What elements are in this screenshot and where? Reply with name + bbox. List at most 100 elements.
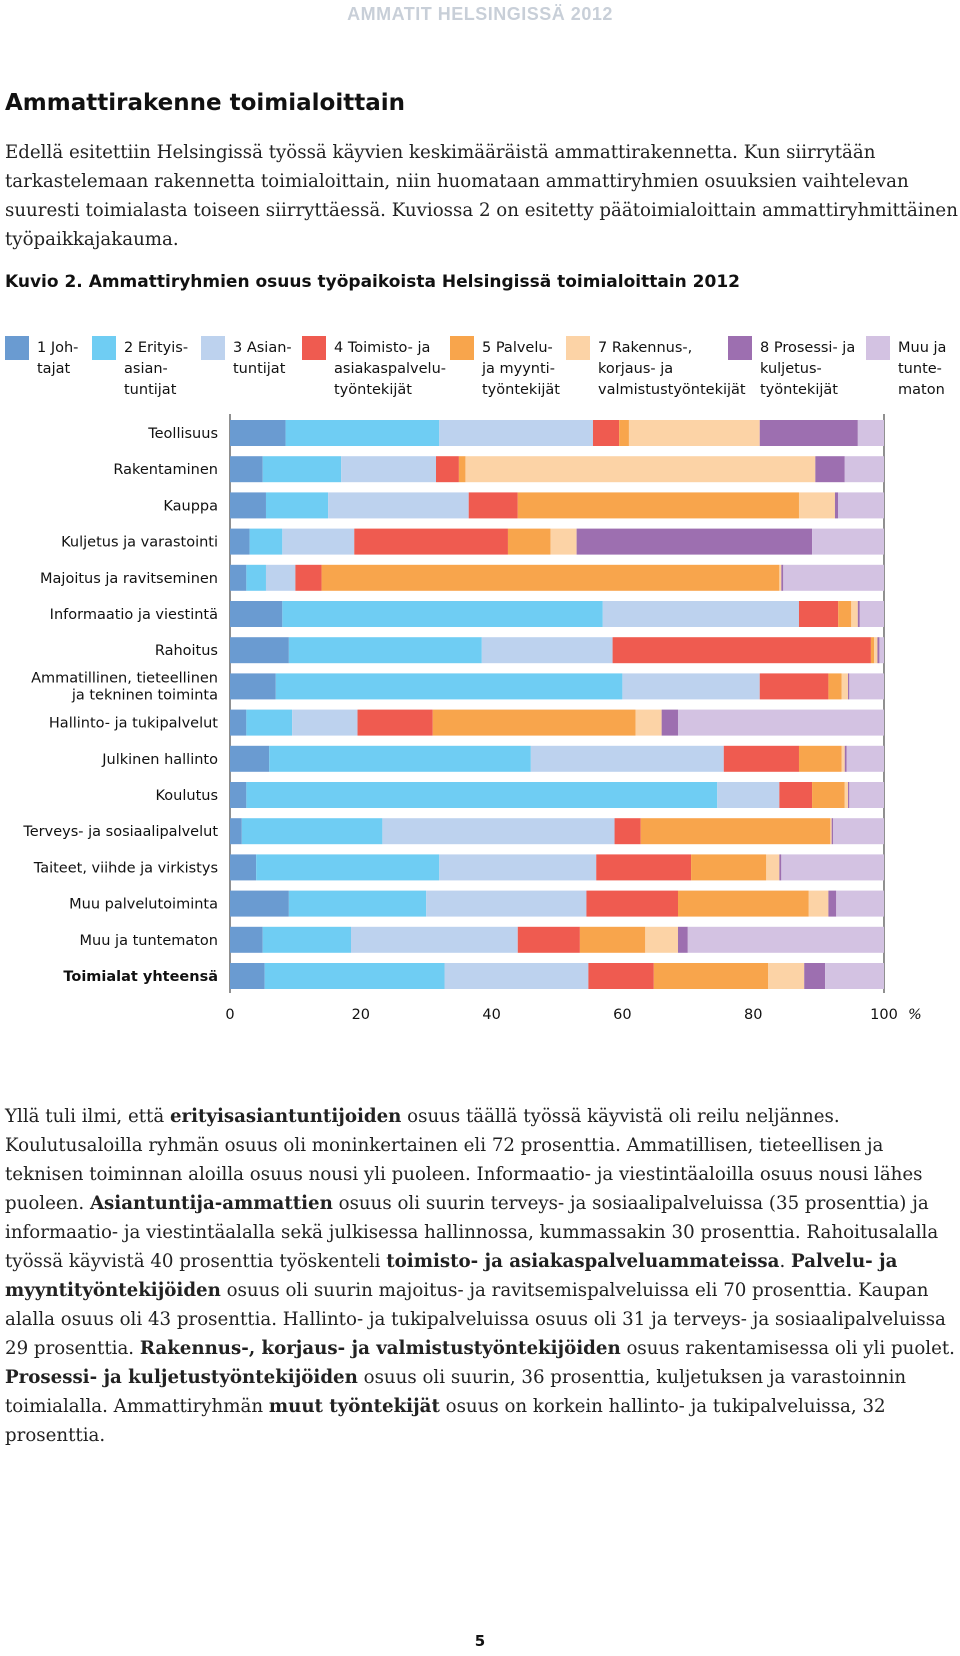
- bar-segment: [292, 709, 358, 736]
- category-label: Toimialat yhteensä: [63, 969, 218, 985]
- bar-segment: [848, 782, 850, 808]
- category-label: Muu palvelutoiminta: [69, 897, 218, 913]
- legend-swatch: [866, 336, 890, 360]
- bar-segment: [230, 601, 283, 627]
- emphasis-text: erityisasiantuntijoiden: [169, 1106, 402, 1127]
- x-tick-label: 100: [870, 1007, 898, 1023]
- body-text: osuus täällä työssä käyvistä oli reilu n…: [5, 1106, 923, 1214]
- intro-paragraph: Edellä esitettiin Helsingissä työssä käy…: [5, 142, 958, 250]
- bar-segment: [230, 709, 247, 736]
- bar-segment: [846, 745, 884, 772]
- emphasis-text: muut työntekijät: [268, 1396, 440, 1417]
- body-text: Yllä tuli ilmi, että: [5, 1106, 170, 1127]
- bar-segment: [230, 492, 266, 519]
- bar-segment: [550, 528, 577, 555]
- bar-segment: [230, 528, 250, 555]
- category-label: Taiteet, viihde ja virkistys: [33, 860, 218, 876]
- category-label: Rahoitus: [155, 643, 218, 659]
- bar-segment: [614, 818, 641, 845]
- legend-label: 7 Rakennus-, korjaus- ja valmistustyönte…: [598, 340, 746, 398]
- bar-segment: [436, 456, 459, 483]
- bar-segment: [579, 926, 646, 953]
- bar-segment: [230, 420, 286, 446]
- bar-segment: [588, 963, 654, 989]
- legend-label: 5 Palvelu- ja myynti- työntekijät: [482, 340, 560, 398]
- category-label: Rakentaminen: [113, 462, 218, 478]
- bar-segment: [230, 637, 289, 664]
- bar-segment: [768, 963, 805, 989]
- bar-segment: [230, 890, 289, 917]
- bar-segment: [844, 456, 884, 483]
- bar-segment: [432, 709, 636, 736]
- x-tick-label: 40: [482, 1007, 500, 1023]
- bar-segment: [859, 601, 884, 627]
- bar-segment: [230, 854, 257, 881]
- bar-segment: [341, 456, 437, 483]
- bar-segment: [849, 782, 884, 808]
- category-label: Muu ja tuntematon: [80, 933, 218, 949]
- category-label: Informaatio ja viestintä: [50, 607, 218, 623]
- bar-segment: [653, 963, 769, 989]
- bar-segment: [321, 564, 780, 591]
- category-label: Kuljetus ja varastointi: [61, 535, 218, 551]
- bar-segment: [832, 818, 884, 845]
- legend-swatch: [5, 336, 29, 360]
- body-text: osuus oli suurin terveys- ja sosiaalipal…: [5, 1193, 939, 1272]
- legend-label: 2 Erityis- asian- tuntijat: [124, 340, 189, 398]
- bar-segment: [759, 673, 829, 700]
- bar-segment: [517, 492, 799, 519]
- legend-swatch: [450, 336, 474, 360]
- bar-segment: [230, 782, 247, 808]
- bar-segment: [781, 854, 884, 881]
- bar-segment: [288, 637, 482, 664]
- category-label: Majoitus ja ravitseminen: [40, 571, 218, 587]
- emphasis-text: toimisto- ja asiakaspalveluammateissa: [386, 1251, 780, 1272]
- bar-segment: [783, 564, 884, 591]
- body-text: .: [779, 1251, 792, 1272]
- bar-segment: [677, 890, 809, 917]
- bar-segment: [825, 963, 884, 989]
- page-number: 5: [474, 1632, 486, 1650]
- body-text: osuus oli suurin, 36 prosenttia, kuljetu…: [5, 1367, 907, 1417]
- bar-segment: [350, 926, 518, 953]
- category-label: Teollisuus: [147, 426, 218, 442]
- legend-label: 8 Prosessi- ja kuljetus- työntekijät: [760, 340, 856, 398]
- legend-swatch: [566, 336, 590, 360]
- bar-segment: [249, 528, 283, 555]
- bar-segment: [622, 673, 760, 700]
- bar-segment: [619, 420, 629, 446]
- section-title: Ammattirakenne toimialoittain: [5, 90, 406, 116]
- emphasis-text: Prosessi- ja kuljetustyöntekijöiden: [5, 1367, 358, 1388]
- bar-segment: [874, 637, 878, 664]
- bar-segment: [507, 528, 551, 555]
- bar-segment: [645, 926, 678, 953]
- bar-segment: [828, 673, 842, 700]
- bar-segment: [781, 564, 784, 591]
- bar-segment: [841, 673, 849, 700]
- bar-segment: [230, 818, 242, 845]
- bar-segment: [851, 601, 858, 627]
- bar-segment: [262, 926, 351, 953]
- x-tick-label: 0: [225, 1007, 234, 1023]
- bar-segment: [468, 492, 518, 519]
- bar-segment: [576, 528, 813, 555]
- bar-segment: [265, 492, 329, 519]
- x-unit-label: %: [908, 1007, 922, 1023]
- bar-segment: [264, 963, 445, 989]
- body-text: osuus rakentamisessa oli yli puolet.: [620, 1338, 955, 1359]
- body-text: osuus on korkein hallinto- ja tukipalvel…: [5, 1396, 886, 1446]
- bar-segment: [815, 456, 845, 483]
- category-label: Julkinen hallinto: [101, 752, 218, 768]
- x-tick-label: 60: [613, 1007, 631, 1023]
- bar-segment: [635, 709, 662, 736]
- bar-segment: [230, 673, 276, 700]
- bar-segment: [265, 564, 296, 591]
- bar-segment: [779, 564, 782, 591]
- figure-caption: Kuvio 2. Ammattiryhmien osuus työpaikois…: [5, 272, 740, 292]
- bar-segment: [798, 745, 842, 772]
- bar-segment: [602, 601, 799, 627]
- bar-segment: [282, 601, 603, 627]
- bar-segment: [256, 854, 440, 881]
- stacked-bar-chart: Teollisuus Rakentaminen Kauppa Kuljetus ja …: [22, 414, 922, 1023]
- bar-segment: [804, 963, 826, 989]
